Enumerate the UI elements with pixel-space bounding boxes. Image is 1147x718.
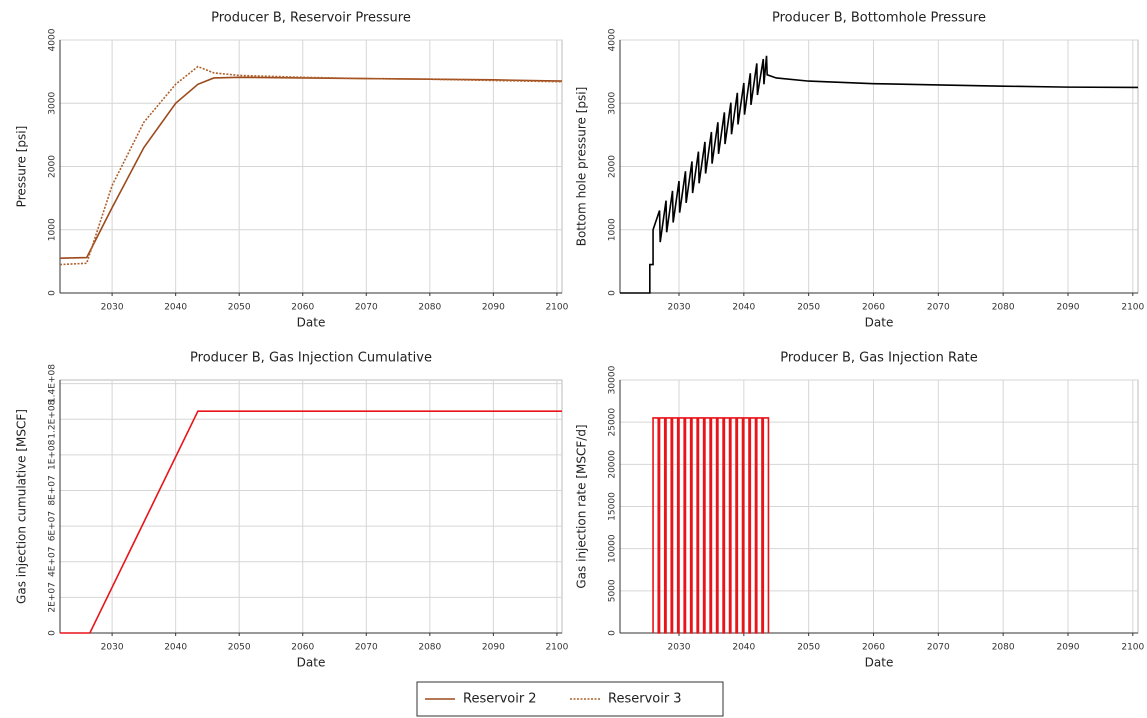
y-tick-label: 2000	[48, 155, 58, 178]
x-tick-label: 2080	[418, 643, 441, 653]
y-tick-label: 1000	[48, 218, 58, 241]
y-tick-label: 2E+07	[48, 582, 58, 612]
y-tick-label: 1.2E+08	[48, 399, 58, 438]
y-tick-label: 1.4E+08	[48, 364, 58, 403]
y-tick-label: 3000	[608, 92, 618, 115]
y-tick-label: 4000	[608, 28, 618, 51]
y-tick-label: 4000	[48, 28, 58, 51]
x-tick-label: 2040	[164, 303, 187, 313]
y-tick-label: 1000	[608, 218, 618, 241]
x-tick-label: 2060	[291, 643, 314, 653]
y-axis-label: Gas injection cumulative [MSCF]	[15, 409, 29, 604]
y-axis-label: Bottom hole pressure [psi]	[575, 87, 589, 247]
x-tick-label: 2090	[1057, 643, 1080, 653]
x-tick-label: 2080	[992, 303, 1015, 313]
y-tick-label: 6E+07	[48, 511, 58, 541]
chart-title: Producer B, Gas Injection Cumulative	[190, 351, 432, 366]
y-tick-label: 25000	[608, 408, 618, 437]
x-axis-label: Date	[865, 316, 894, 330]
chart-title: Producer B, Bottomhole Pressure	[772, 11, 986, 26]
y-tick-label: 2000	[608, 155, 618, 178]
x-axis-label: Date	[297, 656, 326, 670]
data-line	[60, 410, 562, 634]
y-tick-label: 10000	[608, 534, 618, 563]
x-tick-label: 2060	[862, 643, 885, 653]
plot-area	[59, 379, 563, 634]
x-tick-label: 2060	[862, 303, 885, 313]
x-tick-label: 2030	[101, 303, 124, 313]
x-tick-label: 2050	[228, 643, 251, 653]
y-tick-label: 8E+07	[48, 475, 58, 505]
chart-title: Producer B, Reservoir Pressure	[211, 11, 411, 26]
x-tick-label: 2100	[1121, 303, 1144, 313]
x-tick-label: 2040	[732, 303, 755, 313]
y-tick-label: 4E+07	[48, 547, 58, 577]
x-tick-label: 2040	[164, 643, 187, 653]
x-tick-label: 2080	[418, 303, 441, 313]
x-tick-label: 2090	[1057, 303, 1080, 313]
y-axis-label: Gas injection rate [MSCF/d]	[575, 424, 589, 588]
data-line	[620, 55, 1139, 294]
x-tick-label: 2100	[545, 303, 568, 313]
y-tick-label: 0	[608, 290, 618, 296]
x-tick-label: 2070	[355, 303, 378, 313]
x-tick-label: 2030	[668, 643, 691, 653]
legend-label: Reservoir 2	[463, 692, 537, 707]
x-tick-label: 2050	[797, 643, 820, 653]
x-tick-label: 2030	[101, 643, 124, 653]
y-axis-label: Pressure [psi]	[15, 126, 29, 208]
data-line	[59, 65, 563, 266]
y-tick-label: 3000	[48, 92, 58, 115]
y-tick-label: 5000	[608, 579, 618, 602]
x-tick-label: 2100	[545, 643, 568, 653]
x-tick-label: 2060	[291, 303, 314, 313]
y-tick-label: 20000	[608, 450, 618, 479]
x-tick-label: 2100	[1121, 643, 1144, 653]
x-tick-label: 2050	[797, 303, 820, 313]
x-tick-label: 2030	[668, 303, 691, 313]
x-tick-label: 2040	[732, 643, 755, 653]
data-line	[652, 417, 770, 634]
y-tick-label: 0	[608, 630, 618, 636]
chart-title: Producer B, Gas Injection Rate	[780, 351, 978, 366]
y-tick-label: 0	[48, 290, 58, 296]
x-tick-label: 2090	[482, 303, 505, 313]
y-tick-label: 15000	[608, 492, 618, 521]
x-axis-label: Date	[865, 656, 894, 670]
y-tick-label: 0	[48, 630, 58, 636]
x-tick-label: 2080	[992, 643, 1015, 653]
y-tick-label: 30000	[608, 365, 618, 394]
x-tick-label: 2090	[482, 643, 505, 653]
x-tick-label: 2070	[927, 303, 950, 313]
x-axis-label: Date	[297, 316, 326, 330]
x-tick-label: 2070	[927, 643, 950, 653]
x-tick-label: 2070	[355, 643, 378, 653]
y-tick-label: 1E+08	[48, 439, 58, 470]
legend-label: Reservoir 3	[608, 692, 682, 707]
x-tick-label: 2050	[228, 303, 251, 313]
